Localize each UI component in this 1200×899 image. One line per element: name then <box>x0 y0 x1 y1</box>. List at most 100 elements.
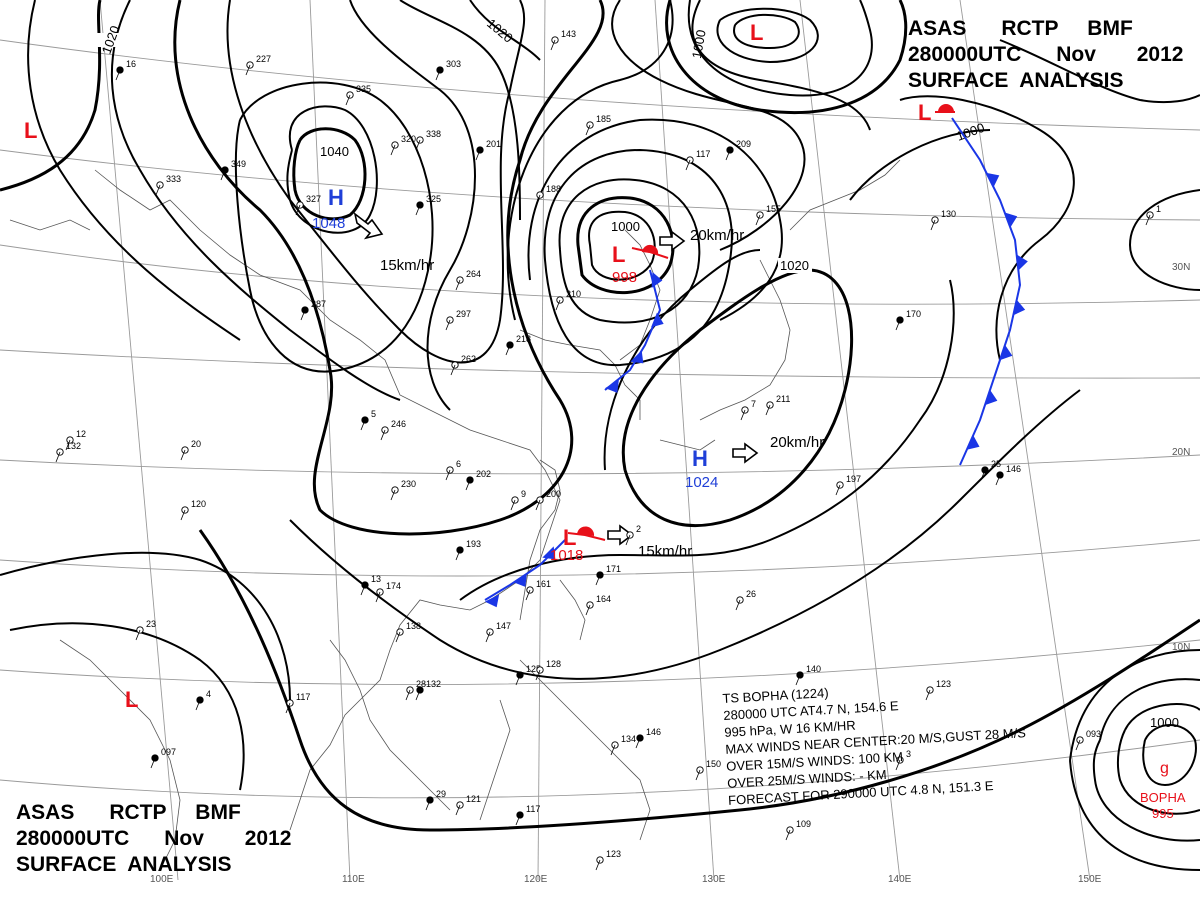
station-value: 170 <box>906 309 921 319</box>
wind-barb <box>595 859 601 871</box>
low-pressure-marker: L <box>918 100 931 125</box>
motion-speed-label: 20km/hr <box>690 227 744 244</box>
station-value: 327 <box>306 194 321 204</box>
wind-barb <box>150 757 156 769</box>
wind-barb <box>405 689 411 701</box>
wind-barb <box>245 64 251 76</box>
wind-barb <box>360 419 366 431</box>
station-value: 188 <box>546 184 561 194</box>
longitude-label: 110E <box>342 874 365 885</box>
wind-barb <box>455 279 461 291</box>
wind-barb <box>115 69 121 81</box>
warm-front-semicircle <box>938 104 954 112</box>
agency-line: ASAS RCTP BMF <box>16 801 241 824</box>
coastline <box>699 259 791 421</box>
wind-barb <box>445 469 451 481</box>
station-value: 134 <box>621 734 636 744</box>
station-value: 147 <box>496 621 511 631</box>
latitude-label: 20N <box>1172 447 1190 458</box>
isobar-label-bg <box>778 258 812 273</box>
isobar <box>506 0 674 321</box>
motion-speed-label: 20km/hr <box>770 434 824 451</box>
station-value: 211 <box>776 394 790 404</box>
front-barbs <box>484 172 1028 608</box>
station-value: 132 <box>66 441 81 451</box>
low-pressure-marker: L <box>125 687 138 712</box>
title-line: SURFACE ANALYSIS <box>16 853 232 876</box>
longitude-label: 140E <box>888 874 912 885</box>
station-value: 120 <box>191 499 206 509</box>
isobar-label: 1000 <box>689 29 709 60</box>
station-value: 349 <box>231 159 246 169</box>
wind-barb <box>155 184 161 196</box>
station-value: 230 <box>401 479 416 489</box>
isobar-thick <box>665 0 908 114</box>
wind-barb <box>425 799 431 811</box>
station-value: 287 <box>311 299 326 309</box>
latitude-label: 30N <box>1172 262 1190 273</box>
header-bottom-left: ASAS RCTP BMF 280000UTC Nov 2012 SURFACE… <box>16 800 291 878</box>
time-line: 280000UTC Nov 2012 <box>908 43 1184 66</box>
header-top-right: ASAS RCTP BMF 280000UTC Nov 2012 SURFACE… <box>908 16 1183 94</box>
wind-barb <box>180 449 186 461</box>
high-pressure-marker: H <box>328 185 344 210</box>
isobar <box>849 129 991 201</box>
isobar <box>558 178 701 324</box>
wind-barb <box>550 39 556 51</box>
wind-barb <box>455 804 461 816</box>
wind-barb <box>1145 214 1151 226</box>
isobar-label: 1000 <box>611 219 640 234</box>
station-value: 3 <box>906 749 911 759</box>
wind-barb <box>895 759 901 771</box>
station-value: 161 <box>536 579 551 589</box>
isobar <box>459 279 955 601</box>
station-value: 117 <box>696 149 710 159</box>
wind-barb <box>795 674 801 686</box>
station-value: 264 <box>466 269 481 279</box>
wind-barb <box>535 499 541 511</box>
cold-front-line <box>604 269 662 391</box>
station-value: 335 <box>356 84 371 94</box>
typhoon-bulletin: TS BOPHA (1224) 280000 UTC AT4.7 N, 154.… <box>722 671 1068 810</box>
wind-barb <box>345 94 351 106</box>
agency-line: ASAS RCTP BMF <box>908 17 1133 40</box>
isobar <box>999 39 1200 104</box>
station-value: 128 <box>546 659 561 669</box>
parallel-line <box>0 539 1200 577</box>
coastline <box>479 699 511 821</box>
wind-barb <box>765 404 771 416</box>
station-value: 117 <box>296 692 310 702</box>
isobar <box>349 0 476 411</box>
station-value: 117 <box>526 804 540 814</box>
wind-barb <box>635 737 641 749</box>
cold-front-triangle <box>1016 254 1028 271</box>
wind-barb <box>895 319 901 331</box>
wind-barb <box>610 744 616 756</box>
motion-arrow <box>732 442 759 464</box>
time-line: 280000UTC Nov 2012 <box>16 827 292 850</box>
station-value: 23 <box>146 619 156 629</box>
wind-barb <box>695 769 701 781</box>
isobar-thick <box>198 529 1200 832</box>
high-pressure-value: 1048 <box>312 215 345 232</box>
station-value: 20 <box>191 439 201 449</box>
station-value: 12 <box>76 429 86 439</box>
wind-barb <box>725 149 731 161</box>
wind-barb <box>295 204 301 216</box>
isobar <box>1069 759 1200 871</box>
isobar <box>687 0 873 97</box>
coastline <box>329 639 451 811</box>
low-pressure-value: 998 <box>612 269 637 286</box>
isobar-label: 1000 <box>1150 715 1179 730</box>
wind-barb <box>415 139 421 151</box>
wind-barb <box>415 204 421 216</box>
station-value: 25 <box>991 459 1001 469</box>
wind-barb <box>755 214 761 226</box>
isobar <box>603 249 761 471</box>
wind-barb <box>740 409 746 421</box>
wind-barb <box>390 144 396 156</box>
wind-barb <box>415 689 421 701</box>
wind-barb <box>515 814 521 826</box>
station-value: 28 <box>416 679 426 689</box>
